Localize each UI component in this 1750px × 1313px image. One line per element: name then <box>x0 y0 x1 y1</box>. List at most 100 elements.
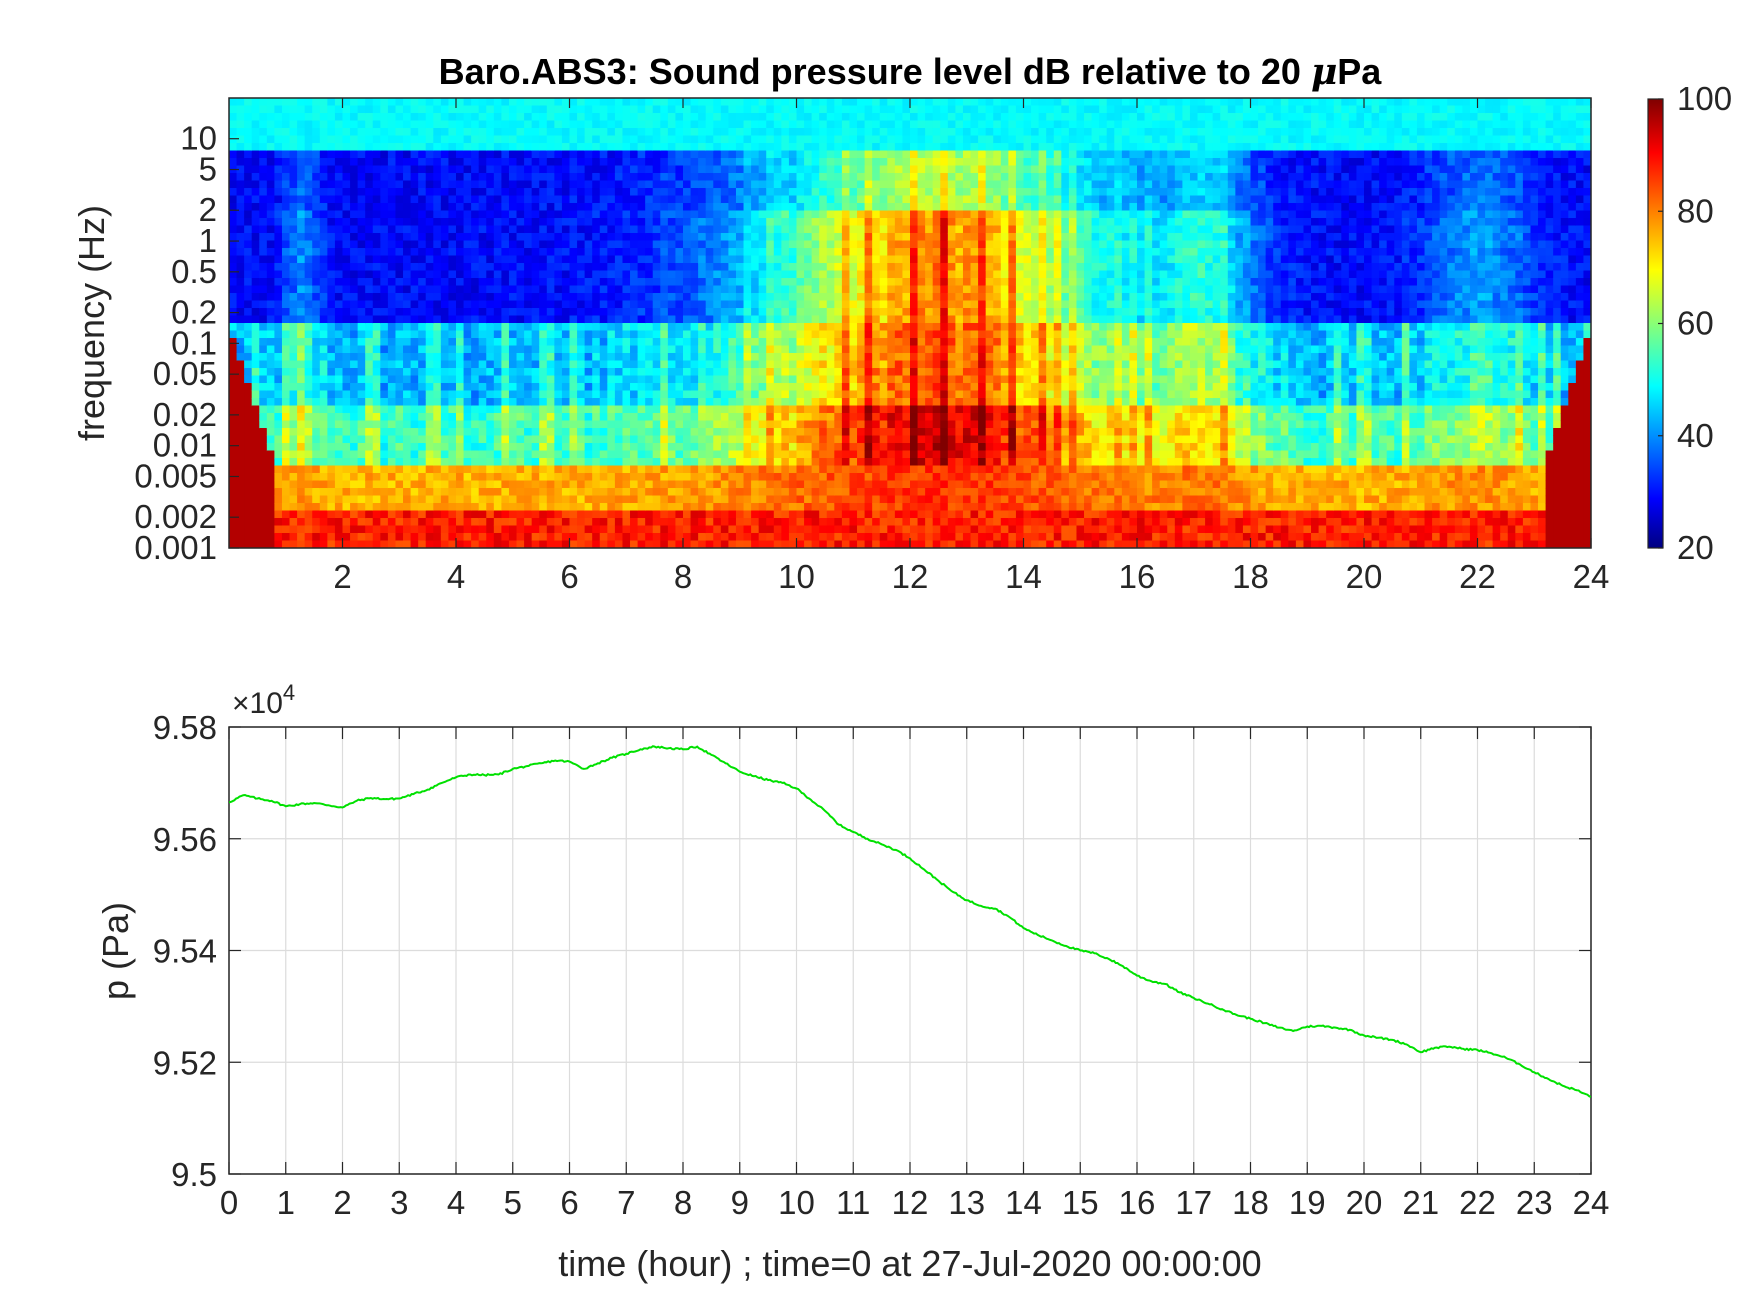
heatmap-cell <box>690 525 699 534</box>
heatmap-cell <box>554 308 563 317</box>
heatmap-cell <box>236 248 245 257</box>
heatmap-cell <box>630 540 639 548</box>
heatmap-cell <box>410 480 419 489</box>
heatmap-cell <box>501 450 510 459</box>
heatmap-cell <box>403 218 412 227</box>
heatmap-cell <box>418 143 427 152</box>
heatmap-cell <box>304 420 313 429</box>
heatmap-cell <box>622 428 631 437</box>
heatmap-cell <box>743 173 752 182</box>
heatmap-cell <box>463 525 472 534</box>
heatmap-cell <box>735 150 745 159</box>
heatmap-cell <box>531 248 540 257</box>
heatmap-cell <box>622 405 631 414</box>
heatmap-cell <box>773 323 782 332</box>
heatmap-cell <box>720 413 729 422</box>
heatmap-cell <box>652 323 661 332</box>
heatmap-cell <box>826 225 835 234</box>
heatmap-cell <box>577 345 586 354</box>
heatmap-cell <box>471 128 480 137</box>
heatmap-cell <box>614 503 624 512</box>
heatmap-cell <box>266 458 275 467</box>
heatmap-cell <box>675 540 684 548</box>
heatmap-cell <box>266 270 275 279</box>
heatmap-cell <box>524 465 533 474</box>
heatmap-cell <box>251 330 260 339</box>
heatmap-cell <box>577 413 586 422</box>
heatmap-cell <box>713 315 722 324</box>
heatmap-cell <box>471 383 480 392</box>
heatmap-cell <box>387 473 397 482</box>
heatmap-cell <box>463 150 472 159</box>
heatmap-cell <box>607 285 616 294</box>
heatmap-cell <box>728 300 737 309</box>
heatmap-cell <box>531 428 540 437</box>
heatmap-cell <box>531 300 540 309</box>
heatmap-cell <box>259 405 268 414</box>
heatmap-cell <box>327 353 336 362</box>
heatmap-cell <box>849 150 858 159</box>
heatmap-cell <box>796 323 805 332</box>
heatmap-cell <box>857 218 866 227</box>
heatmap-cell <box>554 443 563 452</box>
heatmap-cell <box>841 293 851 302</box>
heatmap-cell <box>622 285 631 294</box>
heatmap-cell <box>418 308 427 317</box>
heatmap-cell <box>546 443 555 452</box>
heatmap-cell <box>698 368 707 377</box>
heatmap-cell <box>478 188 487 197</box>
heatmap-cell <box>334 518 344 527</box>
heatmap-cell <box>418 488 427 497</box>
heatmap-cell <box>713 225 722 234</box>
heatmap-cell <box>705 518 714 527</box>
heatmap-cell <box>274 293 283 302</box>
heatmap-cell <box>652 225 661 234</box>
heatmap-cell <box>410 405 419 414</box>
heatmap-cell <box>713 173 722 182</box>
heatmap-cell <box>229 188 238 197</box>
heatmap-cell <box>599 443 608 452</box>
heatmap-cell <box>622 165 631 174</box>
heatmap-cell <box>281 203 291 212</box>
heatmap-cell <box>622 188 631 197</box>
heatmap-cell <box>501 263 510 272</box>
heatmap-cell <box>796 405 805 414</box>
heatmap-cell <box>645 495 654 504</box>
heatmap-cell <box>743 360 752 369</box>
heatmap-cell <box>645 330 654 339</box>
heatmap-cell <box>546 510 555 519</box>
heatmap-cell <box>387 120 397 129</box>
heatmap-cell <box>342 293 351 302</box>
heatmap-cell <box>758 98 767 107</box>
heatmap-cell <box>418 225 427 234</box>
heatmap-cell <box>788 435 798 444</box>
heatmap-cell <box>834 398 843 407</box>
heatmap-cell <box>327 195 336 204</box>
heatmap-cell <box>826 353 835 362</box>
heatmap-cell <box>425 285 434 294</box>
heatmap-cell <box>796 203 805 212</box>
heatmap-cell <box>274 270 283 279</box>
heatmap-cell <box>826 270 835 279</box>
heatmap-cell <box>244 285 253 294</box>
heatmap-cell <box>735 195 745 204</box>
heatmap-cell <box>796 165 805 174</box>
heatmap-cell <box>342 203 351 212</box>
heatmap-cell <box>478 308 487 317</box>
heatmap-cell <box>244 128 253 137</box>
heatmap-cell <box>728 435 737 444</box>
heatmap-cell <box>229 263 238 272</box>
heatmap-cell <box>811 458 820 467</box>
heatmap-cell <box>471 473 480 482</box>
heatmap-cell <box>266 495 275 504</box>
heatmap-cell <box>380 420 389 429</box>
heatmap-cell <box>357 240 366 249</box>
heatmap-cell <box>539 188 548 197</box>
heatmap-cell <box>251 203 260 212</box>
heatmap-cell <box>319 510 328 519</box>
heatmap-cell <box>645 255 654 264</box>
heatmap-cell <box>410 150 419 159</box>
heatmap-cell <box>728 360 737 369</box>
heatmap-cell <box>660 338 669 347</box>
heatmap-cell <box>501 405 510 414</box>
